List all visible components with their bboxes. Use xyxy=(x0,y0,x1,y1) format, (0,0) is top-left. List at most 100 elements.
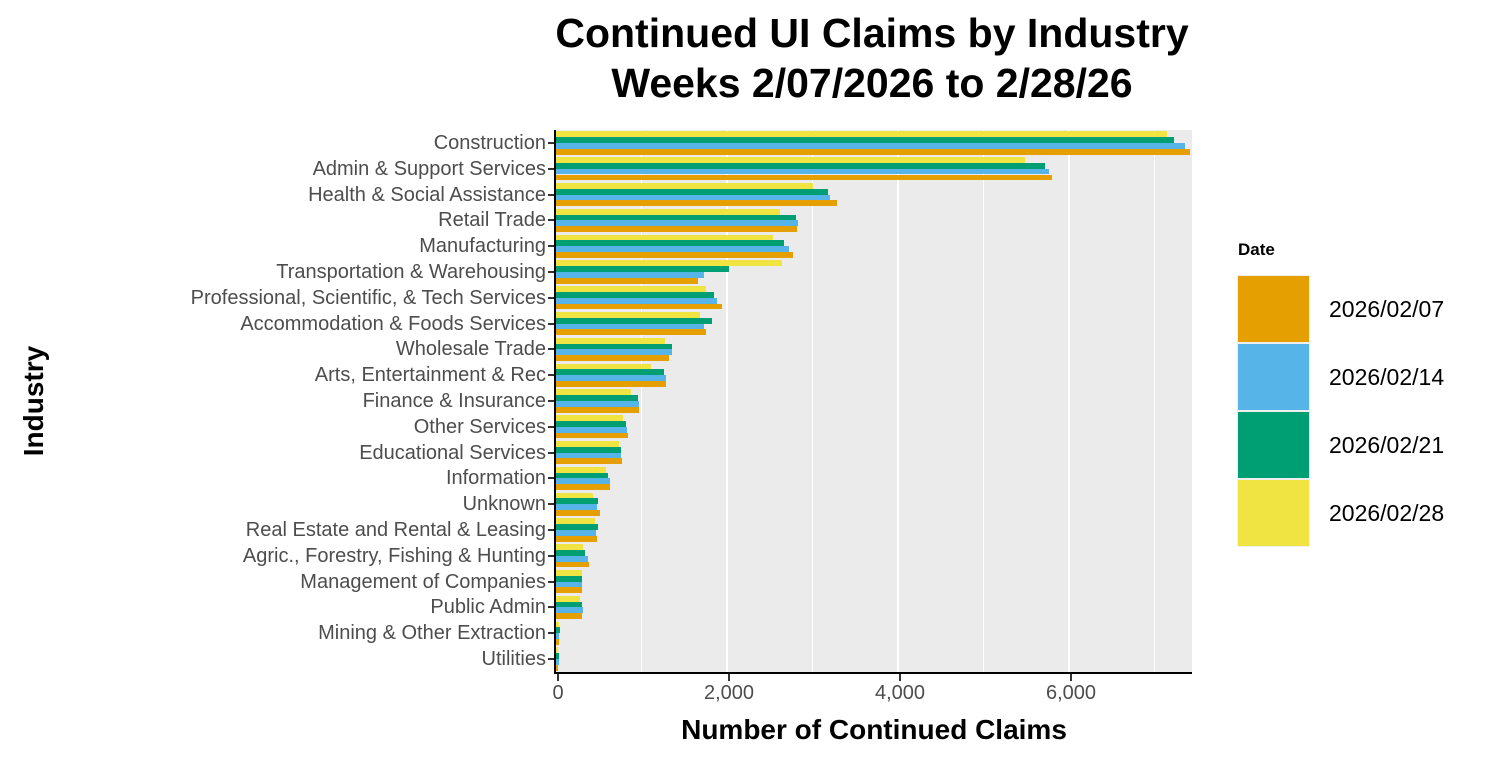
bar-group xyxy=(556,595,1192,621)
bar xyxy=(556,174,1052,181)
category-label: Finance & Insurance xyxy=(362,390,546,412)
y-axis-line xyxy=(554,130,556,674)
legend-label: 2026/02/28 xyxy=(1329,499,1445,526)
bar xyxy=(556,137,1175,143)
bar xyxy=(556,535,598,542)
bar xyxy=(556,291,715,298)
y-tick-mark xyxy=(548,245,556,248)
x-tick-label: 6,000 xyxy=(1045,682,1097,704)
bar xyxy=(556,323,704,330)
y-tick-mark xyxy=(548,606,556,609)
y-tick-mark xyxy=(548,193,556,196)
bar xyxy=(556,260,782,267)
bar xyxy=(556,587,583,594)
bar xyxy=(556,498,598,505)
bar-group xyxy=(556,207,1192,233)
bar xyxy=(556,349,672,356)
x-tick-mark xyxy=(1070,673,1072,681)
bar xyxy=(556,182,813,189)
category-label: Construction xyxy=(433,131,546,154)
x-tick-mark xyxy=(557,673,559,681)
category-label: Management of Companies xyxy=(300,570,546,593)
bar xyxy=(556,131,1168,138)
bar xyxy=(556,664,559,671)
category-label: Mining & Other Extraction xyxy=(318,622,546,645)
chart-title: Continued UI Claims by Industry Weeks 2/… xyxy=(555,8,1188,108)
x-axis-line xyxy=(554,672,1192,674)
bar xyxy=(556,627,561,634)
x-axis-title: Number of Continued Claims xyxy=(681,714,1067,745)
gridline-minor xyxy=(982,130,985,672)
category-label: Arts, Entertainment & Rec xyxy=(314,364,546,387)
bar xyxy=(556,251,793,258)
category-label: Admin & Support Services xyxy=(312,157,546,180)
y-tick-mark xyxy=(548,270,556,273)
gridline-minor xyxy=(811,130,814,672)
bar xyxy=(556,266,729,272)
bar xyxy=(556,395,639,401)
bar xyxy=(556,472,609,479)
bar xyxy=(556,518,596,525)
y-tick-mark xyxy=(548,374,556,377)
bar-group xyxy=(556,182,1192,208)
y-tick-mark xyxy=(548,219,556,222)
legend-label: 2026/02/07 xyxy=(1329,295,1445,322)
bar xyxy=(556,452,621,459)
bar xyxy=(556,400,639,407)
x-tick-label: 4,000 xyxy=(874,682,926,704)
bar xyxy=(556,286,707,292)
legend-item: 2026/02/14 xyxy=(1238,344,1444,410)
bar-group xyxy=(556,466,1192,492)
bar xyxy=(556,380,667,387)
y-tick-mark xyxy=(548,296,556,299)
legend-key-swatch xyxy=(1238,276,1309,342)
category-label: Agric., Forestry, Fishing & Hunting xyxy=(242,544,546,567)
bar xyxy=(556,157,1026,163)
bar xyxy=(556,561,589,568)
category-label: Accommodation & Foods Services xyxy=(240,312,546,335)
bar xyxy=(556,311,701,318)
bar xyxy=(556,484,610,491)
bar xyxy=(556,510,601,516)
chart-title-line2: Weeks 2/07/2026 to 2/28/26 xyxy=(611,60,1133,106)
bar-group xyxy=(556,620,1192,646)
bar xyxy=(556,653,559,660)
bar xyxy=(556,188,828,195)
y-tick-mark xyxy=(548,632,556,635)
bar-group xyxy=(556,130,1192,156)
bar-group xyxy=(556,259,1192,285)
bar-group xyxy=(556,336,1192,362)
bar xyxy=(556,595,580,602)
bar-group xyxy=(556,543,1192,569)
category-label: Wholesale Trade xyxy=(395,338,546,361)
bar-group xyxy=(556,285,1192,311)
bar-group xyxy=(556,362,1192,388)
bar xyxy=(556,240,784,247)
plot-panel xyxy=(556,130,1192,672)
y-tick-mark xyxy=(548,322,556,325)
bar xyxy=(556,162,1046,169)
legend-item: 2026/02/07 xyxy=(1238,276,1444,342)
category-label: Manufacturing xyxy=(419,235,546,258)
bar-group xyxy=(556,311,1192,337)
y-tick-mark xyxy=(548,167,556,170)
gridline-minor xyxy=(640,130,643,672)
bar xyxy=(556,601,583,608)
bar xyxy=(556,246,790,252)
y-tick-mark xyxy=(548,658,556,661)
bar xyxy=(556,406,640,413)
bar xyxy=(556,581,583,588)
legend-item: 2026/02/28 xyxy=(1238,480,1444,546)
bar xyxy=(556,420,627,427)
bar xyxy=(556,607,583,614)
bar xyxy=(556,234,774,241)
bar xyxy=(556,214,796,221)
bar xyxy=(556,375,666,381)
y-tick-mark xyxy=(548,400,556,402)
legend-key-swatch xyxy=(1238,344,1309,410)
x-tick-label: 0 xyxy=(552,682,564,704)
category-label: Transportation & Warehousing xyxy=(276,260,546,283)
bar xyxy=(556,194,830,201)
legend: Date 2026/02/07 2026/02/14 2026/02/21 2026/… xyxy=(1238,240,1444,548)
